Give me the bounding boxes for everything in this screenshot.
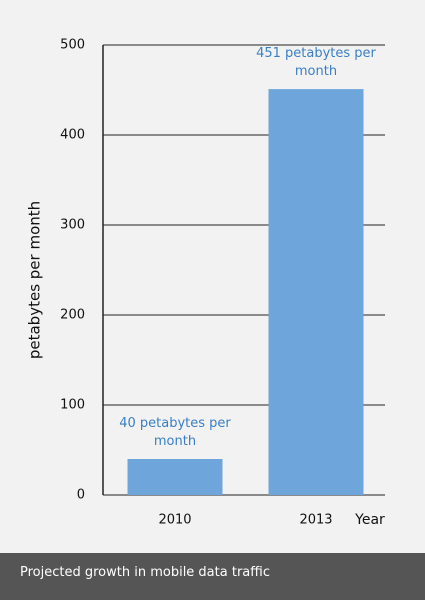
value-label: 451 petabytes per month [256, 46, 376, 80]
plot: petabytes per month Year 0 100 200 300 400 50… [26, 38, 386, 529]
y-tick-label: 300 [60, 218, 85, 233]
x-tick-label: 2010 [158, 513, 191, 528]
value-label: 40 petabytes per month [119, 416, 231, 449]
y-tick-label: 0 [77, 488, 85, 503]
x-tick-label: 2013 [299, 513, 332, 528]
y-tick-label: 500 [60, 38, 85, 53]
y-axis-label: petabytes per month [26, 201, 44, 359]
bar [268, 89, 364, 495]
caption: Projected growth in mobile data traffic [0, 553, 425, 600]
y-tick-label: 400 [60, 128, 85, 143]
x-axis-label: Year [354, 512, 385, 528]
y-tick-label: 100 [60, 398, 85, 413]
y-tick-label: 200 [60, 308, 85, 323]
bar [127, 459, 223, 495]
